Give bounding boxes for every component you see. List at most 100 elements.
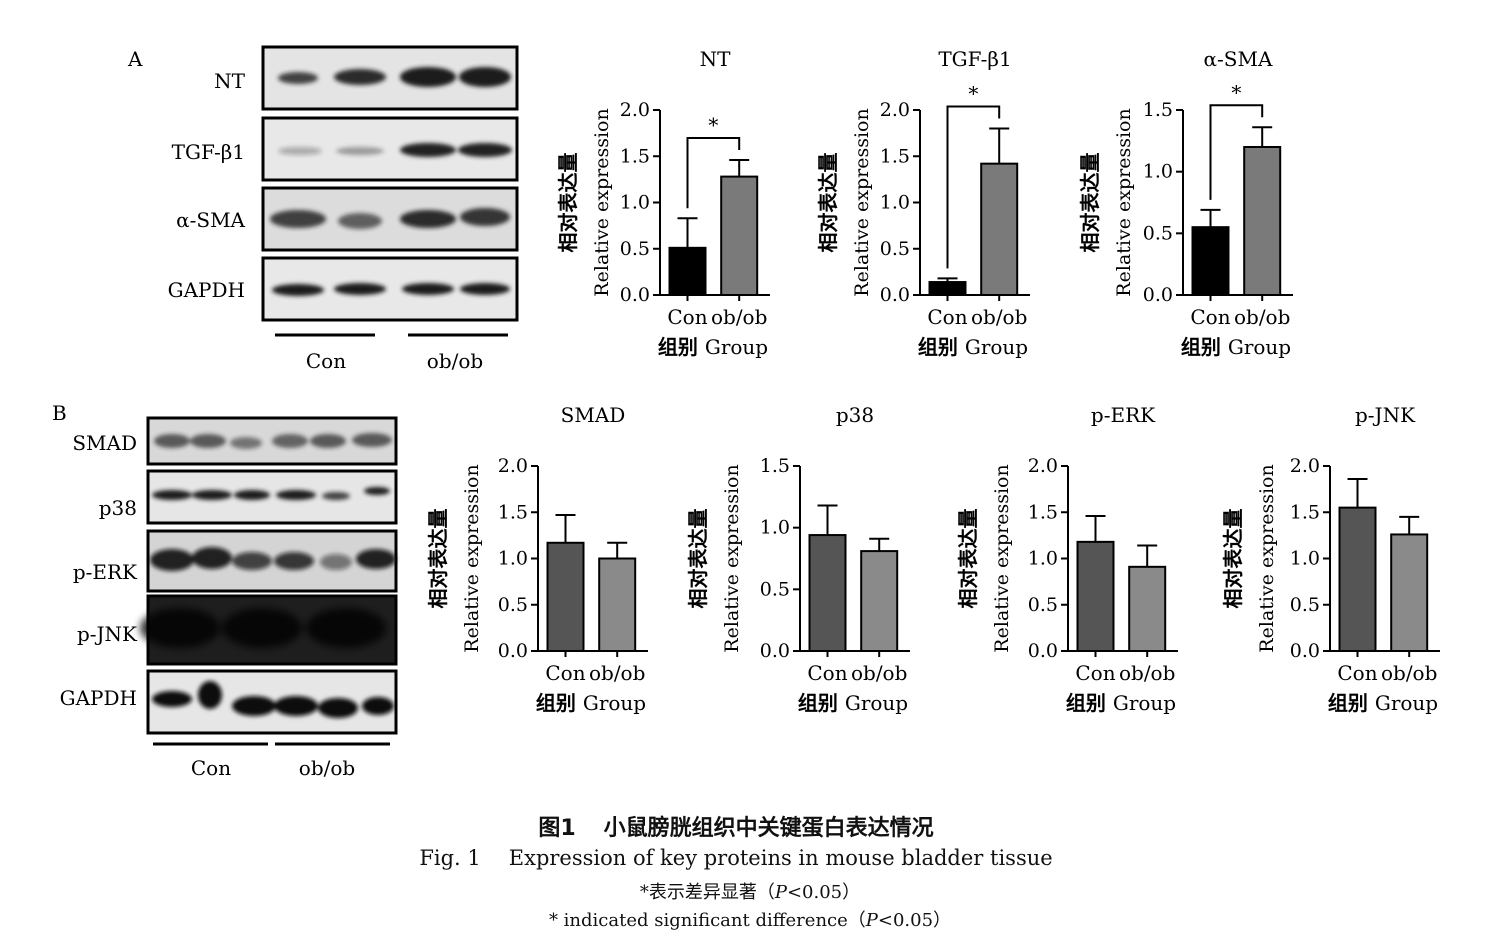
chart-title: p-ERK bbox=[1091, 403, 1156, 427]
x-tick-label: ob/ob bbox=[711, 305, 767, 329]
y-tick-label: 0.0 bbox=[760, 640, 790, 662]
blot-label-gapdh-a: GAPDH bbox=[168, 278, 245, 302]
caption-en-label: Fig. 1 bbox=[419, 846, 481, 870]
y-tick-label: 0.5 bbox=[880, 238, 910, 260]
significance-star: * bbox=[968, 82, 978, 106]
chart-p-erk: p-ERK 相对表达量 Relative expression 0.0 0.5 1.0 1.… bbox=[956, 403, 1178, 715]
note-zh-suffix: <0.05） bbox=[786, 882, 861, 903]
y-tick-label: 1.0 bbox=[1143, 161, 1173, 183]
bar-con bbox=[668, 246, 707, 296]
note-zh-p: P bbox=[774, 882, 787, 903]
x-tick-label: Con bbox=[1190, 305, 1230, 329]
y-axis-label-zh: 相对表达量 bbox=[956, 509, 980, 609]
y-tick-label: 0.0 bbox=[620, 284, 650, 306]
x-tick-label: Con bbox=[1337, 661, 1377, 685]
y-tick-label: 0.0 bbox=[880, 284, 910, 306]
y-axis-label-zh: 相对表达量 bbox=[1221, 509, 1245, 609]
y-tick-label: 1.5 bbox=[498, 501, 528, 523]
y-tick-label: 1.5 bbox=[760, 455, 790, 477]
x-tick-label: ob/ob bbox=[851, 661, 907, 685]
chart-tgf-1: TGF-β1 相对表达量 Relative expression 0.0 0.5 1.0 1… bbox=[816, 47, 1030, 359]
bar-con bbox=[546, 541, 585, 653]
y-tick-label: 2.0 bbox=[498, 455, 528, 477]
y-tick-label: 1.5 bbox=[620, 145, 650, 167]
y-axis-label-zh: 相对表达量 bbox=[426, 509, 450, 609]
caption-en-text: Expression of key proteins in mouse blad… bbox=[508, 846, 1053, 870]
y-tick-label: 1.5 bbox=[880, 145, 910, 167]
y-tick-label: 0.0 bbox=[1028, 640, 1058, 662]
bar-con bbox=[808, 534, 847, 652]
x-axis-label: 组别 Group bbox=[918, 335, 1028, 359]
blot-label-p38: p38 bbox=[99, 496, 137, 520]
bar-obob bbox=[720, 175, 759, 297]
y-tick-label: 1.5 bbox=[1143, 99, 1173, 121]
blot-label-gapdh-b: GAPDH bbox=[60, 686, 137, 710]
blot-label-nt: NT bbox=[214, 69, 246, 93]
chart-nt: NT 相对表达量 Relative expression 0.0 0.5 1.0 1.5 2.… bbox=[556, 47, 770, 359]
y-tick-label: 1.0 bbox=[498, 548, 528, 570]
x-tick-label: ob/ob bbox=[971, 305, 1027, 329]
figure: A B NT TGF-β1 α-SMA GAPDH bbox=[52, 45, 1440, 780]
x-tick-label: Con bbox=[667, 305, 707, 329]
y-axis-label: Relative expression bbox=[1256, 464, 1278, 652]
blot-label-tgfb1: TGF-β1 bbox=[172, 140, 245, 164]
note-en-prefix: * indicated significant difference（ bbox=[548, 910, 866, 931]
x-tick-label: ob/ob bbox=[589, 661, 645, 685]
note-en-p: P bbox=[865, 910, 878, 931]
y-tick-label: 0.5 bbox=[760, 578, 790, 600]
y-axis-label-zh: 相对表达量 bbox=[686, 509, 710, 609]
group-label-con-b: Con bbox=[191, 756, 231, 780]
x-axis-label: 组别 Group bbox=[1328, 691, 1438, 715]
blot-label-pjnk: p-JNK bbox=[77, 622, 138, 646]
significance-note-en: * indicated significant difference（P<0.0… bbox=[0, 906, 1500, 932]
chart-title: α-SMA bbox=[1204, 47, 1273, 71]
bar-con bbox=[1338, 506, 1377, 652]
y-tick-label: 1.0 bbox=[760, 517, 790, 539]
panel-letter-a: A bbox=[127, 47, 143, 71]
blot-label-smad: SMAD bbox=[72, 431, 137, 455]
chart--sma: α-SMA 相对表达量 Relative expression 0.0 0.5 1.0 1.… bbox=[1078, 47, 1293, 359]
bar-con bbox=[1191, 226, 1230, 297]
significance-bracket bbox=[686, 136, 741, 209]
x-tick-label: ob/ob bbox=[1119, 661, 1175, 685]
significance-bracket bbox=[1209, 104, 1264, 200]
significance-note-zh: *表示差异显著（P<0.05） bbox=[0, 878, 1500, 904]
x-tick-label: Con bbox=[1075, 661, 1115, 685]
y-tick-label: 1.5 bbox=[1290, 501, 1320, 523]
y-axis-label: Relative expression bbox=[851, 108, 873, 296]
x-axis-label: 组别 Group bbox=[536, 691, 646, 715]
figure-caption-en: Fig. 1 Expression of key proteins in mous… bbox=[0, 846, 1500, 870]
bar-obob bbox=[1128, 565, 1167, 653]
y-tick-label: 0.5 bbox=[1143, 222, 1173, 244]
bar-obob bbox=[980, 162, 1019, 296]
y-tick-label: 1.0 bbox=[620, 192, 650, 214]
y-tick-label: 0.0 bbox=[1290, 640, 1320, 662]
chart-title: TGF-β1 bbox=[938, 47, 1011, 71]
y-axis-label: Relative expression bbox=[721, 464, 743, 652]
panel-letter-b: B bbox=[52, 401, 67, 425]
blot-label-perk: p-ERK bbox=[73, 560, 138, 584]
x-tick-label: Con bbox=[545, 661, 585, 685]
bar-con bbox=[928, 281, 967, 296]
y-axis-label: Relative expression bbox=[591, 108, 613, 296]
y-tick-label: 0.0 bbox=[498, 640, 528, 662]
caption-zh-text: 小鼠膀胱组织中关键蛋白表达情况 bbox=[603, 816, 934, 841]
blot-panel-a bbox=[261, 45, 519, 337]
y-axis-label: Relative expression bbox=[1113, 108, 1135, 296]
note-en-suffix: <0.05） bbox=[877, 910, 952, 931]
chart-p-jnk: p-JNK 相对表达量 Relative expression 0.0 0.5 1.0 1.… bbox=[1221, 403, 1440, 715]
x-axis-label: 组别 Group bbox=[1066, 691, 1176, 715]
significance-bracket bbox=[946, 105, 1001, 269]
chart-title: p-JNK bbox=[1355, 403, 1416, 427]
y-tick-label: 0.5 bbox=[620, 238, 650, 260]
x-axis-label: 组别 Group bbox=[798, 691, 908, 715]
y-tick-label: 0.5 bbox=[1290, 594, 1320, 616]
note-zh-prefix: *表示差异显著（ bbox=[639, 882, 775, 903]
chart-p38: p38 相对表达量 Relative expression 0.0 0.5 1.0 1.5 C… bbox=[686, 403, 910, 715]
x-axis-label: 组别 Group bbox=[658, 335, 768, 359]
y-tick-label: 1.5 bbox=[1028, 501, 1058, 523]
chart-smad: SMAD 相对表达量 Relative expression 0.0 0.5 1.0 1.5… bbox=[426, 403, 648, 715]
caption-zh-label: 图1 bbox=[538, 816, 576, 841]
y-tick-label: 0.0 bbox=[1143, 284, 1173, 306]
x-tick-label: Con bbox=[807, 661, 847, 685]
